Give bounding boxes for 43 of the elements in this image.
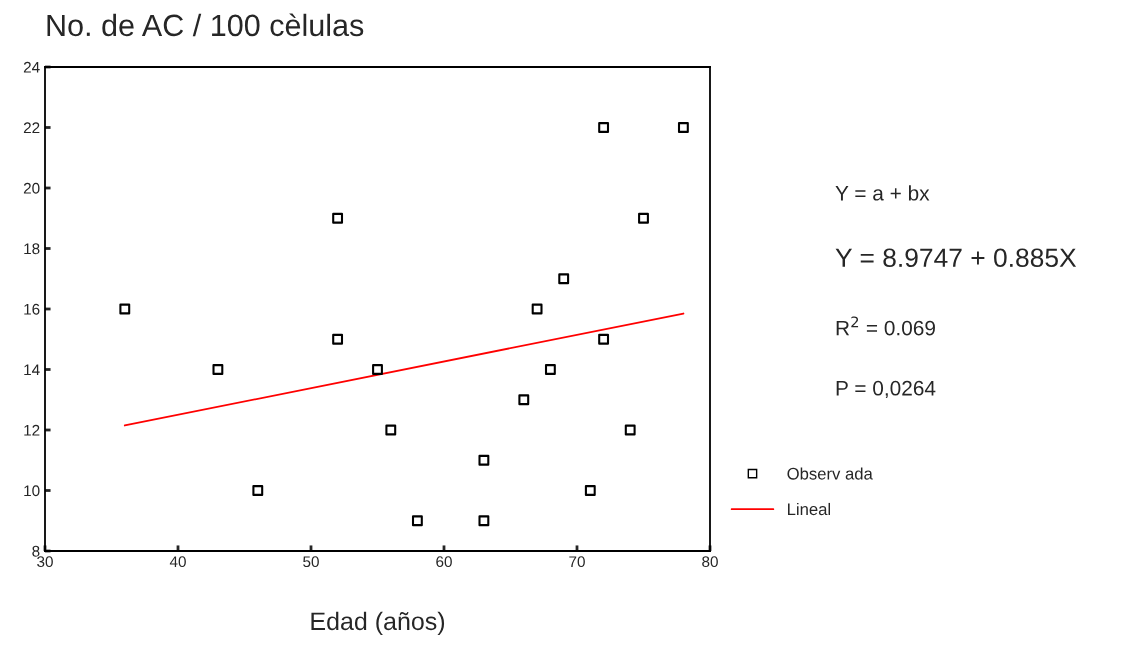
- legend-label: Observ ada: [787, 467, 873, 480]
- y-tick-label: 10: [24, 485, 40, 497]
- text: Y = a + bx: [835, 185, 930, 201]
- chart-title: No. de AC / 100 cèlulas: [47, 13, 364, 37]
- text: P = 0,0264: [836, 380, 936, 399]
- y-tick-label: 22: [23, 122, 40, 134]
- point: [411, 515, 423, 527]
- x-axis-title: Edad (años): [311, 611, 445, 636]
- text: Y = 8.9747 + 0.885X: [835, 248, 1077, 268]
- y-tick-label: 20: [23, 182, 40, 194]
- point: [212, 364, 224, 375]
- y-tick-label: 8: [32, 545, 40, 557]
- point: [518, 394, 530, 406]
- point: [332, 212, 344, 224]
- y-tick-label: 14: [24, 364, 40, 376]
- x-tick-label: 40: [169, 556, 186, 568]
- point: [638, 212, 649, 224]
- x-tick-label: 80: [702, 556, 718, 568]
- text: R$^{2}$ = 0.069: [836, 316, 935, 336]
- point: [544, 364, 556, 375]
- x-tick-label: 50: [303, 556, 319, 568]
- point: [584, 485, 596, 496]
- x-tick-label: 30: [37, 556, 53, 568]
- point: [598, 333, 610, 345]
- point: [677, 122, 689, 133]
- point: [558, 273, 570, 285]
- point: [478, 515, 490, 527]
- point: [531, 303, 543, 315]
- point: [385, 424, 397, 436]
- x-tick-label: 70: [569, 556, 585, 568]
- y-tick-label: 24: [23, 61, 40, 73]
- point: [252, 485, 264, 496]
- legend-label: Lineal: [788, 502, 831, 516]
- x-tick-label: 60: [436, 556, 452, 568]
- point: [478, 454, 490, 466]
- point: [598, 122, 610, 133]
- point: [332, 333, 344, 345]
- y-tick-label: 16: [24, 303, 40, 315]
- point: [119, 303, 131, 315]
- point: [624, 424, 636, 436]
- y-tick-label: 18: [24, 243, 40, 255]
- y-tick-label: 12: [24, 424, 40, 436]
- point: [372, 364, 383, 375]
